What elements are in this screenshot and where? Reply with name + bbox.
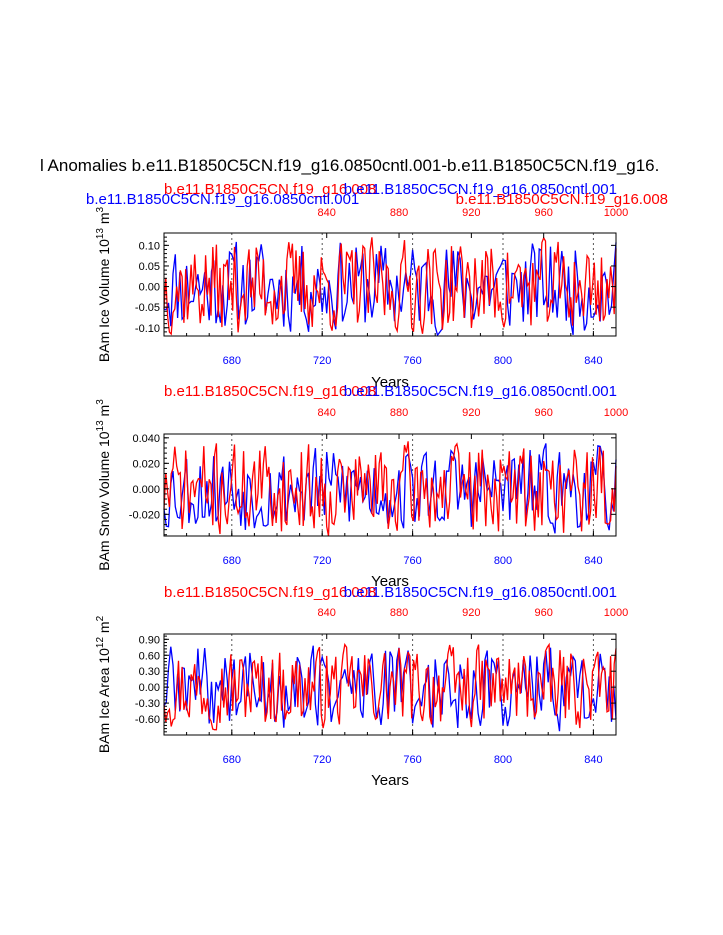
y-tick-label: 0.00 — [139, 282, 160, 294]
x-tick-label-bottom: 760 — [403, 754, 421, 766]
series-line-cntl — [163, 645, 617, 732]
panel-title: b.e11.B1850C5CN.f19_g16.0850cntl.001 — [344, 584, 617, 601]
x-tick-label-bottom: 840 — [584, 355, 602, 367]
x-tick-label-top: 920 — [462, 207, 480, 219]
x-axis-label: Years — [371, 772, 409, 789]
panel-title: b.e11.B1850C5CN.f19_g16.008 — [164, 584, 376, 601]
y-tick-label: 0.10 — [139, 240, 160, 252]
x-tick-label-bottom: 720 — [313, 555, 331, 567]
series-line-cntl — [163, 443, 617, 534]
x-tick-label-top: 920 — [462, 407, 480, 419]
panel-title: b.e11.B1850C5CN.f19_g16.008 — [164, 383, 376, 400]
y-axis-label: BAm Ice Volume 1013 m3 — [95, 206, 112, 362]
x-tick-label-top: 840 — [318, 607, 336, 619]
x-tick-label-bottom: 800 — [494, 555, 512, 567]
y-tick-label: -0.60 — [135, 714, 160, 726]
x-tick-label-top: 1000 — [604, 407, 628, 419]
x-axis-label: Years — [371, 573, 409, 590]
x-tick-label-bottom: 840 — [584, 555, 602, 567]
y-tick-label: -0.10 — [135, 323, 160, 335]
x-tick-label-top: 880 — [390, 407, 408, 419]
y-tick-label: 0.00 — [139, 682, 160, 694]
y-tick-label: 0.60 — [139, 650, 160, 662]
x-tick-label-bottom: 800 — [494, 355, 512, 367]
chart-panel-2: 0.040 0.020 0.000 -0.020 680 720 760 800 840 840 8… — [95, 383, 628, 590]
panel-title: b.e11.B1850C5CN.f19_g16.008 — [164, 181, 376, 198]
y-axis-label: BAm Snow Volume 1013 m3 — [95, 399, 112, 571]
y-tick-label: 0.05 — [139, 261, 160, 273]
panel-title: b.e11.B1850C5CN.f19_g16.0850cntl.001 — [86, 191, 359, 208]
x-tick-label-bottom: 720 — [313, 754, 331, 766]
x-tick-label-bottom: 760 — [403, 555, 421, 567]
x-tick-label-bottom: 840 — [584, 754, 602, 766]
x-tick-label-top: 840 — [318, 207, 336, 219]
y-tick-label: -0.020 — [129, 509, 160, 521]
x-tick-label-top: 1000 — [604, 607, 628, 619]
y-tick-label: 0.30 — [139, 666, 160, 678]
y-tick-label: 0.040 — [132, 433, 160, 445]
y-tick-label: -0.05 — [135, 302, 160, 314]
x-tick-label-bottom: 680 — [223, 555, 241, 567]
series-line-exp — [163, 236, 617, 336]
panel-title: b.e11.B1850C5CN.f19_g16.008 — [456, 191, 668, 208]
y-tick-label: -0.30 — [135, 698, 160, 710]
x-tick-label-bottom: 720 — [313, 355, 331, 367]
x-tick-label-bottom: 680 — [223, 754, 241, 766]
x-tick-label-top: 840 — [318, 407, 336, 419]
panel-title: b.e11.B1850C5CN.f19_g16.0850cntl.001 — [344, 383, 617, 400]
x-tick-label-top: 960 — [535, 207, 553, 219]
x-tick-label-top: 880 — [390, 607, 408, 619]
y-tick-label: 0.020 — [132, 458, 160, 470]
chart-panel-1: 0.10 0.05 0.00 -0.05 -0.10 680 720 760 800 840 840… — [86, 181, 668, 391]
x-tick-label-top: 1000 — [604, 207, 628, 219]
y-axis-label: BAm Ice Area 1012 m2 — [95, 615, 112, 753]
x-tick-label-top: 960 — [535, 407, 553, 419]
chart-panel-3: 0.90 0.60 0.30 0.00 -0.30 -0.60 680 720 760 800 84… — [95, 584, 628, 789]
x-tick-label-bottom: 760 — [403, 355, 421, 367]
panel-title: b.e11.B1850C5CN.f19_g16.0850cntl.001 — [344, 181, 617, 198]
x-tick-label-top: 920 — [462, 607, 480, 619]
y-tick-label: 0.90 — [139, 634, 160, 646]
x-tick-label-top: 960 — [535, 607, 553, 619]
x-tick-label-top: 880 — [390, 207, 408, 219]
page-title: l Anomalies b.e11.B1850C5CN.f19_g16.0850… — [40, 156, 660, 175]
series-line-exp — [163, 642, 617, 731]
x-tick-label-bottom: 680 — [223, 355, 241, 367]
y-tick-label: 0.000 — [132, 484, 160, 496]
series-line-exp — [163, 441, 617, 537]
x-tick-label-bottom: 800 — [494, 754, 512, 766]
x-axis-label: Years — [371, 374, 409, 391]
